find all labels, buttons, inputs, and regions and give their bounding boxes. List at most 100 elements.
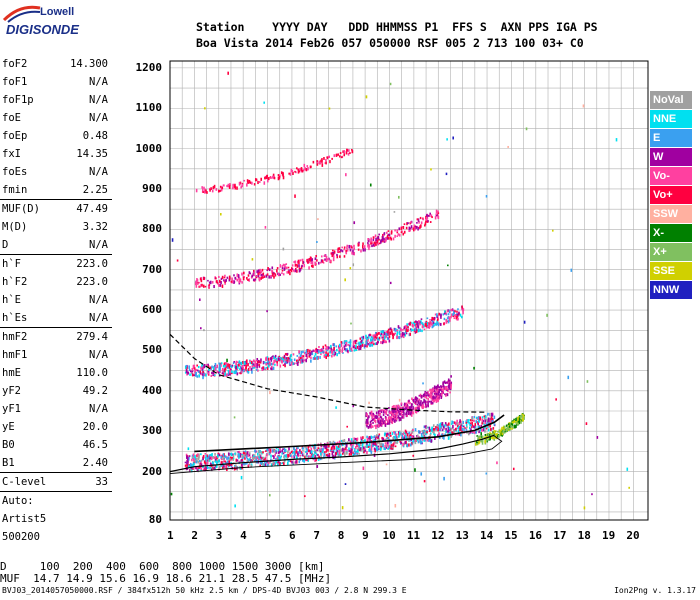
echo-point <box>387 332 389 336</box>
echo-point <box>256 359 258 362</box>
echo-point <box>317 218 319 221</box>
echo-point <box>415 329 418 333</box>
echo-point <box>350 438 353 441</box>
echo-point <box>276 363 279 367</box>
echo-point <box>405 411 408 414</box>
echo-point <box>325 159 327 162</box>
echo-point <box>203 276 205 281</box>
echo-point <box>416 218 419 220</box>
echo-point <box>295 167 298 170</box>
echo-point <box>349 340 351 343</box>
echo-point <box>196 454 198 457</box>
echo-point <box>325 161 327 165</box>
echo-point <box>204 188 206 192</box>
echo-point <box>371 244 373 248</box>
echo-point <box>453 430 455 434</box>
echo-point <box>224 274 226 277</box>
echo-point <box>369 341 371 344</box>
echo-point <box>253 367 255 369</box>
echo-point <box>425 432 427 435</box>
echo-point <box>325 351 327 354</box>
echo-point <box>384 415 387 419</box>
echo-point <box>264 176 266 179</box>
echo-point <box>445 312 447 315</box>
echo-point <box>245 453 247 457</box>
echo-point <box>352 453 355 457</box>
echo-point <box>223 276 226 279</box>
echo-point <box>206 454 208 458</box>
echo-point <box>479 437 481 440</box>
echo-point <box>277 455 279 458</box>
echo-point <box>489 436 491 441</box>
param-name: fmin <box>2 184 28 196</box>
param-row: hmF2 279.4 <box>0 328 112 346</box>
echo-point <box>347 343 349 346</box>
echo-point <box>401 331 404 335</box>
echo-point <box>171 238 174 242</box>
echo-point <box>324 344 327 347</box>
echo-point <box>315 453 318 456</box>
echo-point <box>481 422 483 425</box>
echo-point <box>409 401 411 405</box>
echo-point <box>224 455 227 458</box>
echo-point <box>238 453 241 457</box>
echo-point <box>382 239 384 243</box>
echo-point <box>219 363 221 368</box>
echo-point <box>445 393 448 396</box>
echo-point <box>465 420 467 423</box>
echo-point <box>290 353 292 358</box>
echo-point <box>206 463 208 467</box>
echo-point <box>436 320 438 324</box>
echo-point <box>443 380 446 384</box>
echo-point <box>338 454 341 457</box>
echo-point <box>204 107 206 110</box>
echo-point <box>408 399 410 403</box>
echo-point <box>342 452 344 455</box>
echo-point <box>214 456 216 459</box>
echo-point <box>380 419 382 422</box>
echo-point <box>374 424 376 427</box>
echo-point <box>468 421 470 425</box>
echo-point <box>441 422 444 426</box>
echo-point <box>404 429 407 432</box>
echo-point <box>419 393 422 397</box>
echo-point <box>347 152 350 156</box>
echo-point <box>250 464 252 468</box>
echo-point <box>196 364 199 367</box>
echo-point <box>438 389 441 392</box>
echo-point <box>418 220 420 224</box>
echo-point <box>301 359 304 363</box>
param-value: 33 <box>95 476 108 488</box>
echo-point <box>276 267 279 270</box>
echo-point <box>277 448 280 452</box>
echo-point <box>382 437 384 441</box>
echo-point <box>210 453 212 457</box>
echo-point <box>322 350 324 353</box>
echo-point <box>390 231 393 235</box>
echo-point <box>362 335 365 340</box>
echo-point <box>300 265 303 269</box>
echo-point <box>208 368 210 371</box>
echo-point <box>191 372 193 375</box>
echo-point <box>449 428 452 431</box>
echo-point <box>201 283 203 287</box>
param-row: foEp 0.48 <box>0 127 112 145</box>
echo-point <box>282 263 285 267</box>
echo-point <box>283 449 286 452</box>
echo-point <box>304 445 307 448</box>
echo-point <box>475 442 477 446</box>
echo-point <box>424 425 427 428</box>
echo-point <box>443 386 445 390</box>
echo-point <box>361 443 364 446</box>
echo-point <box>330 348 333 352</box>
echo-point <box>392 443 394 447</box>
echo-point <box>424 391 427 395</box>
echo-point <box>380 341 382 344</box>
echo-point <box>184 461 187 464</box>
echo-point <box>202 191 205 193</box>
echo-point <box>196 453 199 456</box>
echo-point <box>392 436 395 440</box>
echo-point <box>227 452 230 456</box>
echo-point <box>315 347 318 351</box>
echo-point <box>495 433 497 437</box>
